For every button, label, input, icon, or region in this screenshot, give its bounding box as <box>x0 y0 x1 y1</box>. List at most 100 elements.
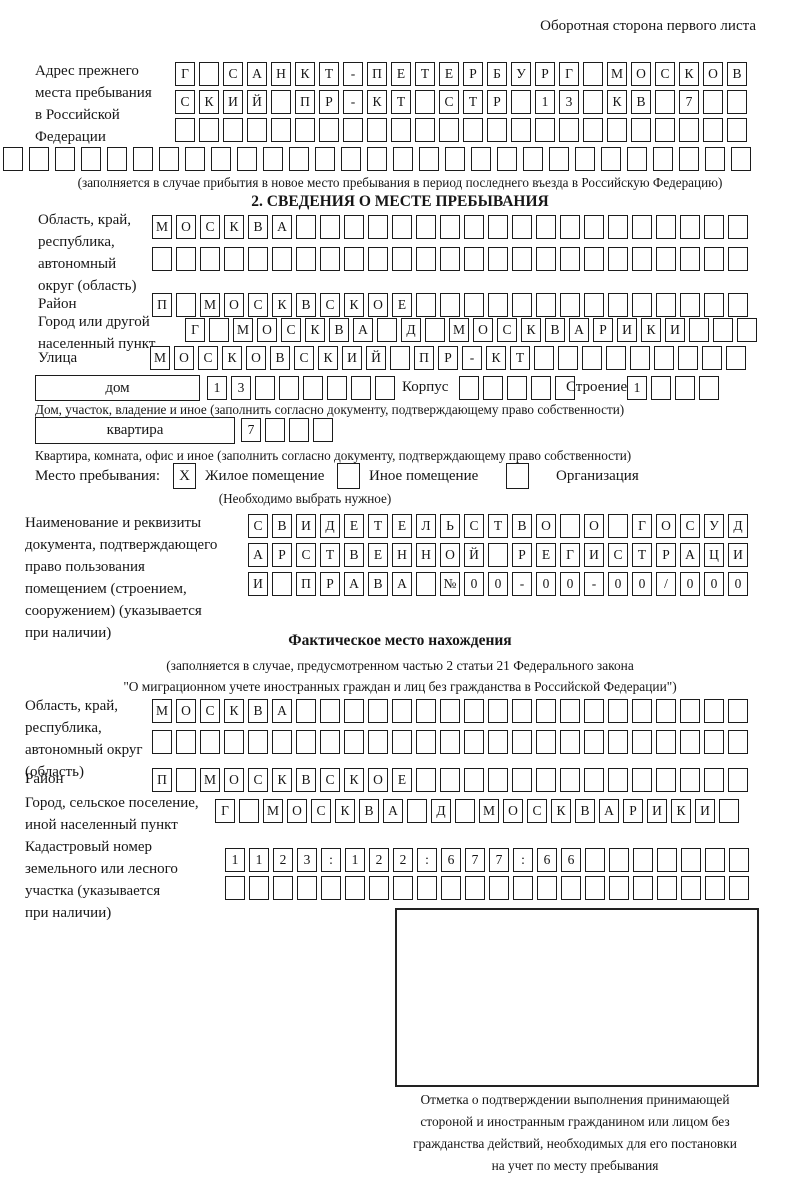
char-box: 1 <box>207 376 227 400</box>
char-box <box>455 799 475 823</box>
char-box: О <box>631 62 651 86</box>
stroenie-label: Строение <box>566 379 628 395</box>
char-box <box>555 376 575 400</box>
char-box <box>488 543 508 567</box>
char-box: Т <box>488 514 508 538</box>
stamp-note: Отметка о подтверждении выполнения прини… <box>413 1092 737 1173</box>
char-box: - <box>462 346 482 370</box>
char-box <box>632 699 652 723</box>
char-box <box>419 147 439 171</box>
section2-title: 2. СВЕДЕНИЯ О МЕСТЕ ПРЕБЫВАНИЯ <box>251 193 549 210</box>
char-box <box>608 514 628 538</box>
char-box <box>699 376 719 400</box>
char-box: Г <box>632 514 652 538</box>
char-box: С <box>281 318 301 342</box>
char-box <box>445 147 465 171</box>
char-box: А <box>383 799 403 823</box>
char-box: - <box>343 62 363 86</box>
char-box: Т <box>368 514 388 538</box>
char-box: О <box>176 215 196 239</box>
char-box <box>657 876 677 900</box>
char-box <box>392 699 412 723</box>
char-box <box>560 247 580 271</box>
char-box: Д <box>431 799 451 823</box>
char-box <box>319 118 339 142</box>
char-box: К <box>224 215 244 239</box>
char-box <box>488 699 508 723</box>
char-box <box>679 147 699 171</box>
char-box <box>632 730 652 754</box>
char-box <box>575 147 595 171</box>
char-box: Р <box>535 62 555 86</box>
char-box: Р <box>463 62 483 86</box>
char-box: Т <box>632 543 652 567</box>
char-box <box>627 147 647 171</box>
char-box <box>344 215 364 239</box>
char-box <box>632 247 652 271</box>
char-box <box>531 376 551 400</box>
char-box: И <box>695 799 715 823</box>
char-box: М <box>152 215 172 239</box>
char-box: П <box>295 90 315 114</box>
char-box: К <box>295 62 315 86</box>
char-box <box>584 730 604 754</box>
char-box <box>390 346 410 370</box>
char-box <box>313 418 333 442</box>
char-box: О <box>368 293 388 317</box>
kadastr-label: Кадастровый номер земельного или лесного… <box>25 839 178 921</box>
char-box <box>248 730 268 754</box>
char-box: О <box>368 768 388 792</box>
char-box <box>728 215 748 239</box>
char-box <box>609 876 629 900</box>
char-box: - <box>512 572 532 596</box>
dom-note: Дом, участок, владение и иное (заполнить… <box>35 402 625 417</box>
prev-address-note: (заполняется в случае прибытия в новое м… <box>77 175 723 190</box>
char-box: 0 <box>680 572 700 596</box>
char-box <box>375 376 395 400</box>
char-box <box>653 147 673 171</box>
char-box: О <box>257 318 277 342</box>
char-box <box>176 293 196 317</box>
char-box <box>584 247 604 271</box>
char-box: К <box>486 346 506 370</box>
char-box: А <box>392 572 412 596</box>
char-box <box>199 118 219 142</box>
char-box <box>320 215 340 239</box>
char-box <box>321 876 341 900</box>
char-box <box>176 247 196 271</box>
char-box <box>512 699 532 723</box>
char-box <box>726 346 746 370</box>
char-box: В <box>248 215 268 239</box>
char-box: Н <box>271 62 291 86</box>
char-box <box>289 418 309 442</box>
char-box: 0 <box>464 572 484 596</box>
char-box: Р <box>656 543 676 567</box>
char-box <box>583 62 603 86</box>
oblast-row-2 <box>152 247 748 271</box>
char-box: О <box>440 543 460 567</box>
char-box <box>630 346 650 370</box>
char-box <box>263 147 283 171</box>
char-box <box>303 376 323 400</box>
char-box <box>107 147 127 171</box>
char-box: М <box>449 318 469 342</box>
dom-box: дом <box>35 375 200 401</box>
char-box <box>737 318 757 342</box>
char-box <box>632 293 652 317</box>
char-box <box>560 293 580 317</box>
char-box <box>440 247 460 271</box>
opt-inoe-label: Иное помещение <box>369 468 479 484</box>
char-box <box>377 318 397 342</box>
char-box <box>705 876 725 900</box>
char-box <box>558 346 578 370</box>
char-box <box>152 730 172 754</box>
char-box <box>225 876 245 900</box>
char-box <box>727 118 747 142</box>
char-box <box>393 876 413 900</box>
char-box: В <box>272 514 292 538</box>
char-box <box>704 247 724 271</box>
char-box: И <box>665 318 685 342</box>
